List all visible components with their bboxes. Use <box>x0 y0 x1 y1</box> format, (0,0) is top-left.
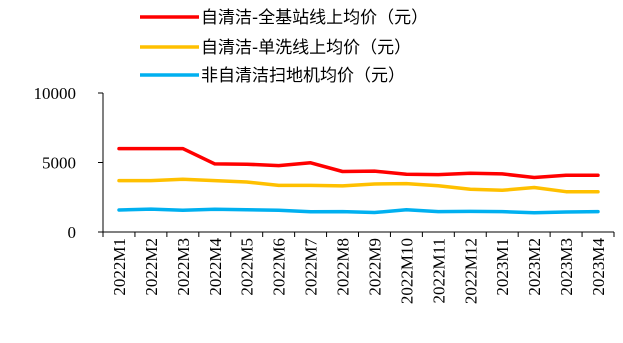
x-tick-label: 2022M3 <box>174 238 193 296</box>
y-axis: 0 5000 10000 <box>34 84 104 242</box>
x-tick-label: 2022M5 <box>238 238 257 296</box>
series-line-2 <box>117 177 600 194</box>
y-tick-label: 0 <box>68 223 77 242</box>
x-tick-label: 2022M4 <box>206 238 225 296</box>
x-tick-label: 2022M9 <box>365 238 384 296</box>
series-line-1 <box>117 146 600 180</box>
x-tick-label: 2022M2 <box>142 238 161 296</box>
series-line-3 <box>117 207 600 215</box>
y-tick-label: 10000 <box>34 84 77 103</box>
x-tick-label: 2023M1 <box>493 238 512 296</box>
x-tick-label: 2022M6 <box>270 238 289 296</box>
legend: 自清洁-全基站线上均价（元） 自清洁-单洗线上均价（元） 非自清洁扫地机均价（元） <box>140 8 428 86</box>
x-tick-label: 2023M3 <box>557 238 576 296</box>
series-layer <box>117 146 600 215</box>
x-tick-label: 2022M8 <box>334 238 353 296</box>
x-tick-label: 2022M11 <box>429 238 448 304</box>
legend-label-1: 自清洁-全基站线上均价（元） <box>201 8 428 28</box>
x-axis: 2022M1 2022M2 2022M3 2022M4 2022M5 2022M6 2022… <box>102 231 615 304</box>
x-tick-label: 2023M2 <box>525 238 544 296</box>
x-tick-label: 2022M7 <box>302 238 321 296</box>
x-tick-label: 2022M1 <box>110 238 129 296</box>
y-tick-label: 5000 <box>42 154 76 173</box>
legend-label-2: 自清洁-单洗线上均价（元） <box>201 38 411 58</box>
x-tick-label: 2023M4 <box>589 238 608 296</box>
x-tick-label: 2022M10 <box>397 238 416 304</box>
legend-label-3: 非自清洁扫地机均价（元） <box>201 66 405 86</box>
x-tick-label: 2022M12 <box>461 238 480 304</box>
